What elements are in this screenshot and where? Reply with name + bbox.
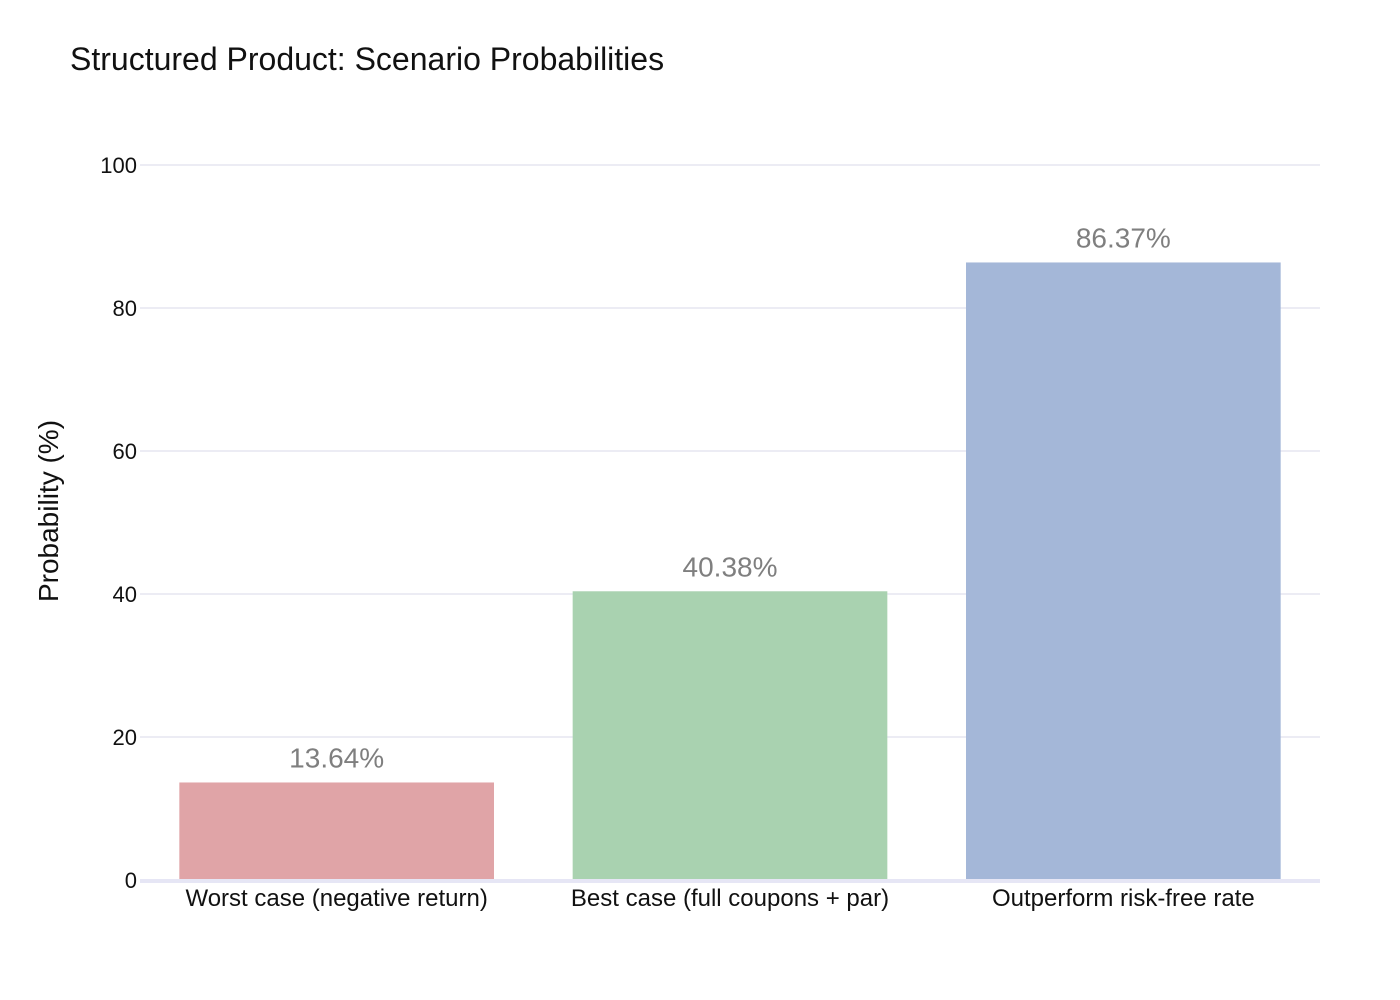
x-tick-label: Outperform risk-free rate xyxy=(992,885,1255,912)
bar-value-label: 86.37% xyxy=(1076,222,1171,253)
bar-value-label: 13.64% xyxy=(289,742,384,773)
y-tick-label: 80 xyxy=(113,296,137,321)
y-tick-label: 20 xyxy=(113,725,137,750)
data-labels: 13.64% 40.38% 86.37% xyxy=(289,222,1171,773)
bar xyxy=(572,591,888,880)
x-tick-label: Worst case (negative return) xyxy=(185,885,487,912)
bars xyxy=(179,262,1281,881)
bar-value-label: 40.38% xyxy=(683,551,778,582)
x-axis: Worst case (negative return) Best case (f… xyxy=(140,879,1320,912)
y-axis-title: Probability (%) xyxy=(33,420,64,602)
y-axis: 0 20 40 60 80 100 xyxy=(100,153,137,893)
y-tick-label: 100 xyxy=(100,153,137,178)
chart-title: Structured Product: Scenario Probabiliti… xyxy=(70,41,664,77)
y-tick-label: 40 xyxy=(113,582,137,607)
bar xyxy=(966,262,1281,881)
y-tick-label: 60 xyxy=(113,439,137,464)
x-tick-label: Best case (full coupons + par) xyxy=(571,885,889,912)
y-tick-label: 0 xyxy=(125,868,137,893)
bar xyxy=(179,782,495,880)
